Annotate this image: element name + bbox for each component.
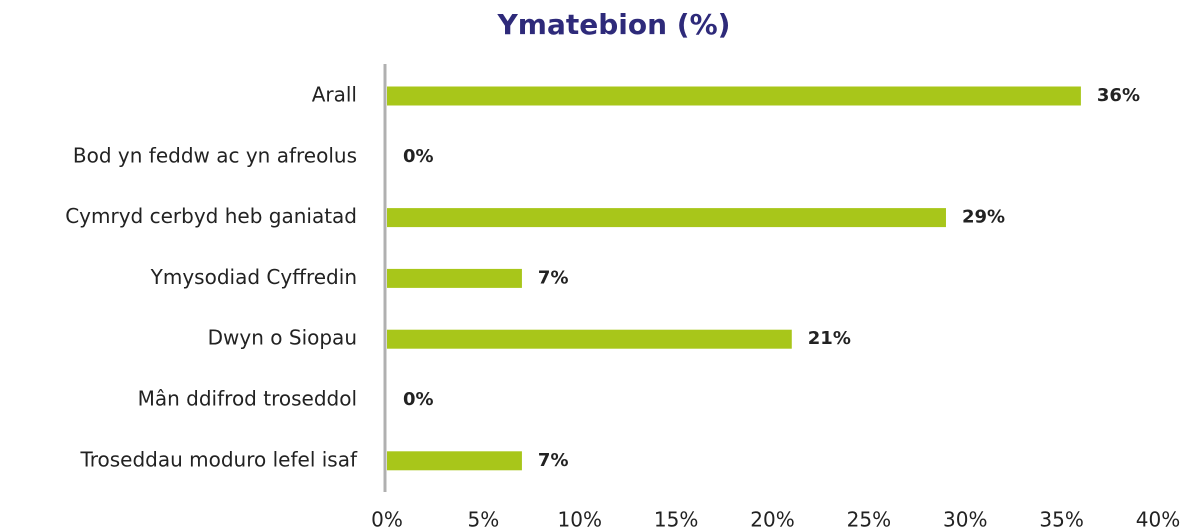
x-tick-label: 40% bbox=[1136, 508, 1180, 530]
x-tick-label: 0% bbox=[371, 508, 403, 530]
y-tick-label: Troseddau moduro lefel isaf bbox=[79, 447, 358, 471]
x-tick-label: 30% bbox=[943, 508, 987, 530]
y-tick-label: Dwyn o Siopau bbox=[208, 326, 357, 350]
value-label: 7% bbox=[538, 267, 569, 288]
x-tick-label: 5% bbox=[468, 508, 500, 530]
y-tick-label: Cymryd cerbyd heb ganiatad bbox=[65, 204, 357, 228]
value-label: 29% bbox=[962, 207, 1005, 228]
x-tick-label: 15% bbox=[654, 508, 698, 530]
chart-title: Ymatebion (%) bbox=[497, 8, 731, 41]
value-label: 0% bbox=[403, 146, 434, 167]
y-tick-label: Mân ddifrod troseddol bbox=[138, 387, 357, 411]
value-label: 21% bbox=[808, 328, 851, 349]
x-tick-label: 10% bbox=[558, 508, 602, 530]
y-tick-label: Arall bbox=[312, 83, 357, 107]
bar bbox=[387, 268, 522, 288]
x-tick-label: 25% bbox=[847, 508, 891, 530]
x-tick-label: 20% bbox=[750, 508, 794, 530]
bar bbox=[387, 451, 522, 471]
value-label: 36% bbox=[1097, 85, 1140, 106]
x-tick-label: 35% bbox=[1039, 508, 1083, 530]
y-tick-label: Bod yn feddw ac yn afreolus bbox=[73, 143, 357, 167]
bar bbox=[387, 208, 946, 228]
value-label: 7% bbox=[538, 450, 569, 471]
bar bbox=[387, 329, 792, 349]
value-label: 0% bbox=[403, 389, 434, 410]
bar bbox=[387, 86, 1081, 106]
y-tick-label: Ymysodiad Cyffredin bbox=[150, 265, 357, 289]
